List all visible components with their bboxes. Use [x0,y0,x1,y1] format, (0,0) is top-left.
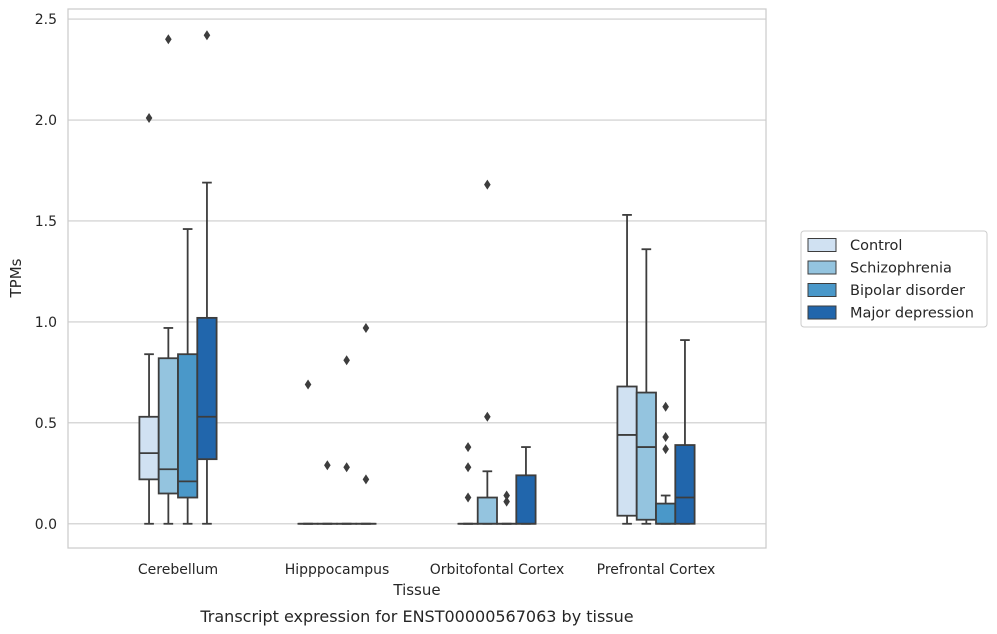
box-iqr [674,444,696,525]
box-iqr [138,415,160,481]
box-schizophrenia [157,34,179,525]
legend-swatch [807,260,837,275]
y-tick-label: 0.0 [35,517,57,533]
outlier-point [503,496,510,507]
box-iqr [157,357,179,495]
box-schizophrenia [635,248,657,525]
outlier-point [662,431,669,442]
box-major-depression [515,446,537,525]
y-tick-label: 1.5 [35,214,57,230]
outlier-point [324,460,331,471]
x-tick-label: Prefrontal Cortex [597,562,716,578]
box-iqr [635,391,657,521]
y-axis-label: TPMs [7,258,25,298]
box-iqr [476,496,498,525]
plot-frame [67,8,767,549]
x-tick-label: Hipppocampus [285,562,390,578]
box-control [297,379,319,525]
outlier-point [484,411,491,422]
outlier-point [503,490,510,501]
box-control [616,214,638,525]
box-iqr [515,474,537,525]
outlier-point [145,113,153,124]
outlier-point [343,462,350,473]
box-major-depression [674,339,696,525]
y-tick-labels: 0.0 0.5 1.0 1.5 2.0 2.5 [35,12,57,533]
box-iqr [196,316,218,461]
legend-frame [800,230,988,328]
outlier-point [662,401,669,412]
box-schizophrenia [476,179,498,525]
box-major-depression [355,322,377,525]
y-tick-label: 2.0 [35,113,57,129]
box-iqr [655,502,677,525]
y-tick-label: 0.5 [35,416,57,432]
figure-caption: Transcript expression for ENST0000056706… [199,607,633,626]
box-bipolar-disorder [336,355,358,525]
legend-swatch [807,283,837,297]
outlier-point [362,322,370,333]
outlier-point [464,492,472,503]
legend-entry-label: Bipolar disorder [850,283,965,299]
x-axis-label: Tissue [392,581,440,599]
outlier-point [484,179,491,190]
legend-entry-label: Control [850,238,902,254]
x-tick-label: Orbitofontal Cortex [430,562,565,578]
legend: Control Schizophrenia Bipolar disorder Majo… [800,230,988,328]
box-major-depression [196,30,218,525]
box-series [138,30,696,525]
box-bipolar-disorder [655,401,677,525]
outlier-point [662,444,669,455]
outlier-point [464,442,472,453]
x-tick-label: Cerebellum [138,562,218,578]
outlier-point [362,474,370,485]
legend-swatch [807,238,837,252]
outlier-point [343,355,350,366]
outlier-point [165,34,172,45]
box-bipolar-disorder [177,228,199,525]
legend-swatch [807,305,837,320]
outlier-point [464,462,472,473]
box-control [457,442,479,525]
legend-entry-label: Schizophrenia [850,261,952,277]
outlier-point [304,379,312,390]
x-tick-labels: Cerebellum Hipppocampus Orbitofontal Corte… [138,562,715,578]
y-tick-label: 1.0 [35,315,57,331]
box-iqr [177,353,199,499]
y-tick-label: 2.5 [35,12,57,28]
outlier-point [203,30,211,41]
legend-entry-label: Major depression [850,306,974,322]
box-iqr [616,385,638,517]
box-control [138,113,160,525]
box-bipolar-disorder [496,490,518,525]
box-schizophrenia [316,460,338,525]
